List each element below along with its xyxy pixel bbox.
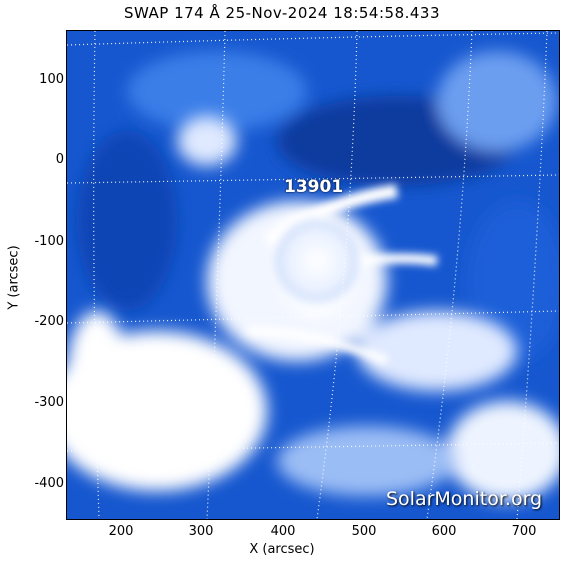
y-axis-label: Y (arcsec) [6,245,22,310]
x-tick-label: 600 [431,524,457,539]
y-tick-label: -300 [34,395,64,410]
x-tick-label: 400 [270,524,296,539]
y-tick-label: -100 [34,234,64,249]
y-tick-label: 100 [39,72,64,87]
active-region-label: 13901 [284,177,344,197]
solar-image-panel [66,30,560,520]
image-title: SWAP 174 Å 25-Nov-2024 18:54:58.433 [123,4,441,22]
solar-corona-image [67,31,559,519]
watermark-logo: SolarMonitor.org [386,488,543,510]
y-tick-label: -400 [34,476,64,491]
x-tick-label: 300 [188,524,214,539]
x-axis-label: X (arcsec) [249,542,315,557]
x-tick-label: 500 [351,524,377,539]
x-tick-label: 200 [108,524,134,539]
x-tick-label: 700 [511,524,537,539]
y-tick-label: -200 [34,314,64,329]
y-tick-label: 0 [55,152,64,167]
